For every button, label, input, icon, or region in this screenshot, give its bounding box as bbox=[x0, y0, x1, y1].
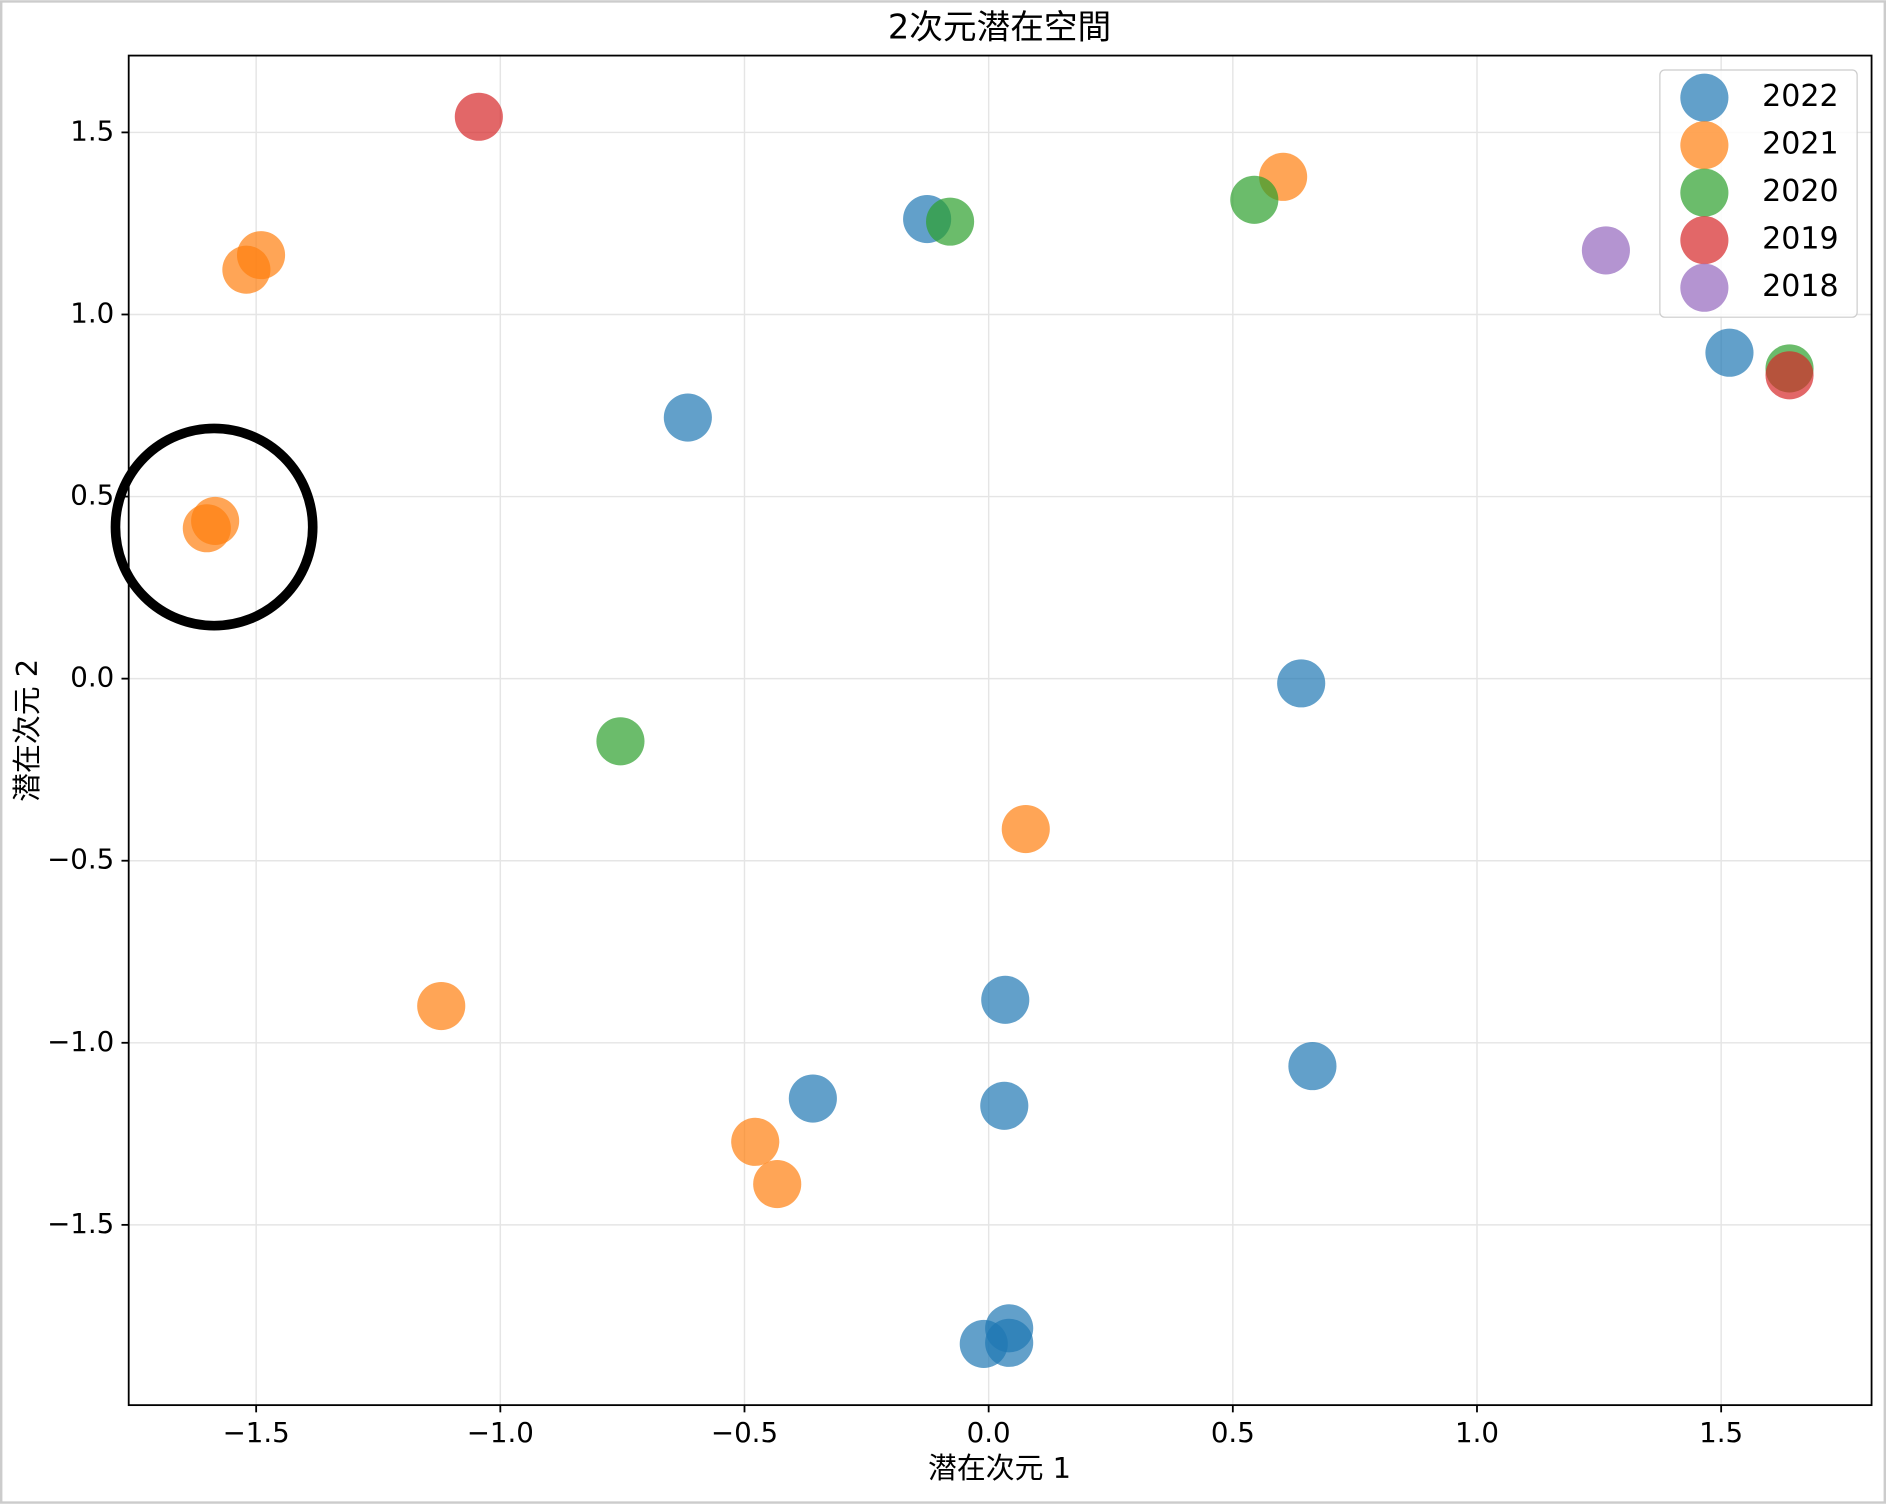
y-tick-label: 0.5 bbox=[70, 479, 114, 512]
point bbox=[1230, 175, 1279, 224]
y-tick-label: −1.5 bbox=[47, 1207, 114, 1240]
legend-label: 2021 bbox=[1762, 127, 1839, 162]
point bbox=[596, 717, 645, 766]
x-tick-label: −1.5 bbox=[223, 1416, 290, 1449]
point bbox=[663, 393, 712, 442]
legend-label: 2018 bbox=[1762, 269, 1839, 304]
chart-title: 2次元潜在空間 bbox=[888, 8, 1111, 47]
x-tick-label: 0.0 bbox=[967, 1416, 1011, 1449]
x-tick-label: −0.5 bbox=[711, 1416, 778, 1449]
legend-marker bbox=[1680, 121, 1729, 170]
point bbox=[1581, 226, 1630, 275]
legend-marker bbox=[1680, 73, 1729, 122]
point bbox=[182, 504, 231, 553]
x-tick-label: 0.5 bbox=[1211, 1416, 1255, 1449]
point bbox=[1705, 328, 1754, 377]
x-tick-label: −1.0 bbox=[467, 1416, 534, 1449]
legend-label: 2022 bbox=[1762, 79, 1839, 114]
point bbox=[417, 981, 466, 1031]
x-tick-label: 1.5 bbox=[1699, 1416, 1743, 1449]
plot-frame bbox=[127, 54, 1873, 1407]
legend: 2022 2021 2020 2019 2018 bbox=[1659, 69, 1858, 318]
point bbox=[222, 245, 271, 294]
points bbox=[182, 92, 1814, 1369]
point bbox=[788, 1074, 837, 1123]
point bbox=[753, 1160, 802, 1209]
grid: −1.5 −1.0 −0.5 0.0 0.5 1.0 1.5 −1.5 −1.0 −0.5 0.0 0… bbox=[47, 55, 1872, 1449]
y-tick-label: −1.0 bbox=[47, 1025, 114, 1058]
point bbox=[985, 1318, 1034, 1367]
point bbox=[926, 197, 975, 246]
point bbox=[1001, 804, 1050, 854]
point bbox=[454, 92, 503, 141]
highlight-circle bbox=[110, 423, 318, 631]
legend-marker bbox=[1680, 263, 1729, 312]
legend-label: 2019 bbox=[1762, 222, 1839, 257]
legend-marker bbox=[1680, 168, 1729, 217]
legend-label: 2020 bbox=[1762, 174, 1839, 209]
point bbox=[980, 1081, 1029, 1130]
x-axis-label: 潜在次元 1 bbox=[928, 1451, 1071, 1485]
point bbox=[1765, 351, 1814, 400]
point bbox=[1277, 659, 1326, 708]
point bbox=[731, 1117, 780, 1166]
y-tick-label: −0.5 bbox=[47, 843, 114, 876]
x-tick-label: 1.0 bbox=[1455, 1416, 1499, 1449]
y-tick-label: 1.5 bbox=[70, 114, 114, 147]
point bbox=[1288, 1042, 1337, 1091]
y-tick-label: 1.0 bbox=[70, 296, 114, 329]
y-axis-label: 潜在次元 2 bbox=[10, 659, 44, 802]
point bbox=[981, 975, 1030, 1024]
legend-marker bbox=[1680, 216, 1729, 265]
y-tick-label: 0.0 bbox=[70, 661, 114, 694]
